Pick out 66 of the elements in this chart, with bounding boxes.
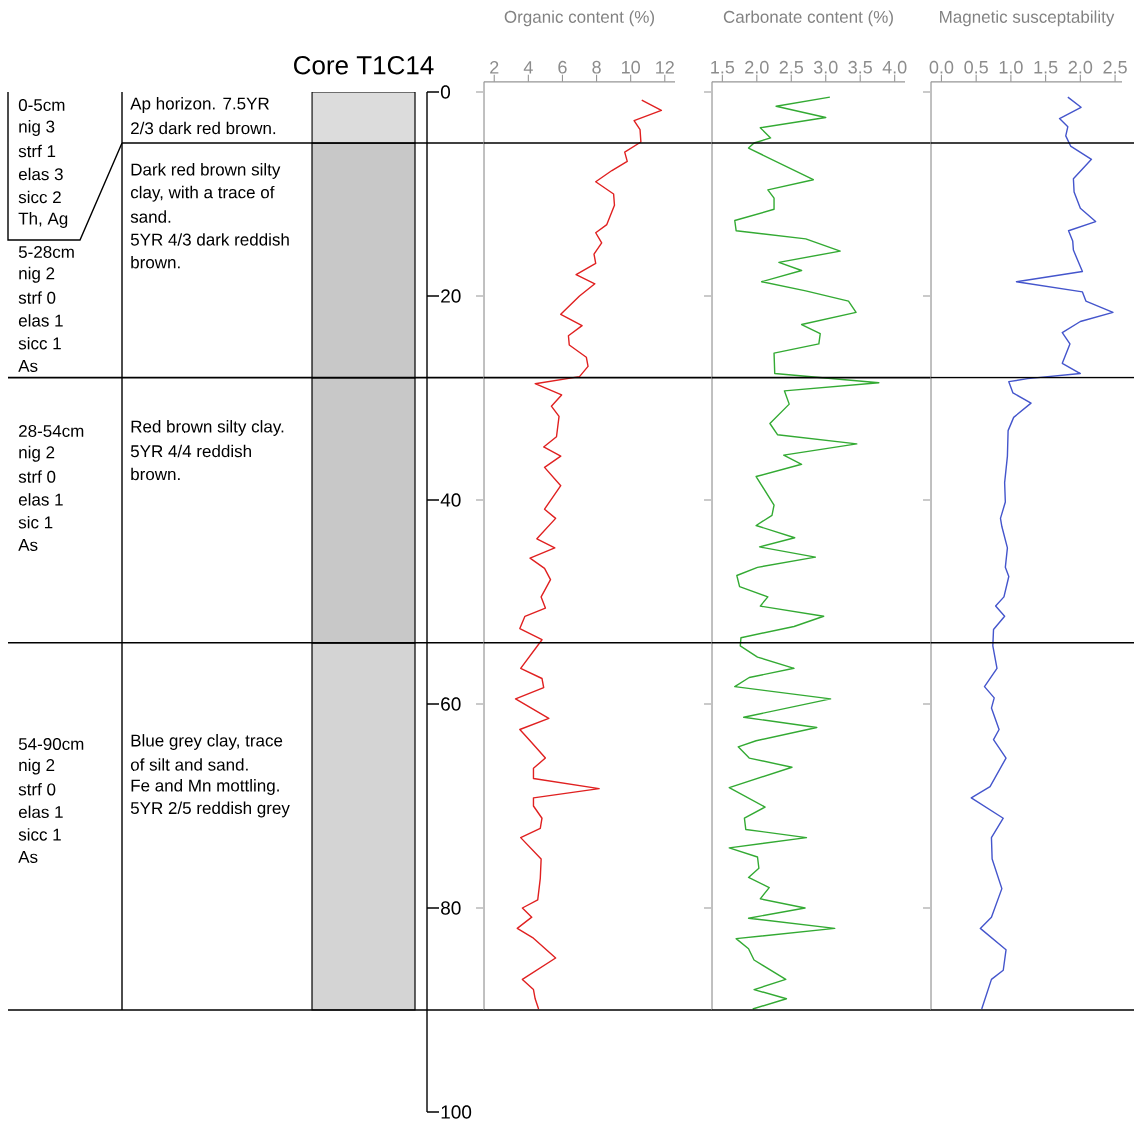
- text: of silt and sand.: [130, 758, 248, 771]
- text: 5YR 4/4 reddish: [130, 444, 251, 458]
- text: sicc 1: [18, 828, 61, 841]
- x-tick-label: 2: [490, 61, 499, 74]
- text: Blue grey clay, trace: [131, 734, 283, 750]
- text: As: [18, 360, 38, 372]
- text: elas 1: [18, 805, 63, 819]
- x-tick-label: 2.0: [745, 60, 769, 74]
- x-tick-label: 3.0: [813, 60, 838, 74]
- x-tick-label: 1.5: [711, 61, 735, 74]
- text: nig 2: [19, 266, 55, 283]
- text: 0-5cm: [18, 98, 65, 112]
- chart-title: Carbonate content (%): [723, 10, 893, 27]
- text: strf 0: [18, 782, 56, 796]
- x-tick-label: 10: [622, 60, 640, 74]
- text: sicc 2: [18, 190, 61, 204]
- text: brown.: [131, 255, 180, 269]
- text: 5YR 4/3 dark reddish: [130, 233, 289, 246]
- text: Ap horizon. 7.5YR: [130, 97, 269, 113]
- text: sicc 1: [18, 336, 61, 350]
- x-tick-label: 0.5: [964, 60, 988, 74]
- text: clay, with a trace of: [130, 185, 275, 202]
- text: elas 1: [18, 314, 63, 327]
- text: Fe and Mn mottling.: [131, 779, 279, 795]
- y-tick-label: 0: [440, 85, 451, 99]
- y-tick-label: 60: [441, 697, 461, 711]
- x-tick-label: 4.0: [882, 60, 907, 74]
- y-tick-label: 80: [441, 901, 461, 915]
- x-tick-label: 0.0: [929, 60, 954, 74]
- chart-title: Organic content (%): [504, 10, 655, 27]
- x-tick-label: 2.0: [1068, 60, 1093, 74]
- text: 54-90cm: [18, 737, 84, 751]
- text: 28-54cm: [19, 424, 84, 438]
- x-tick-label: 8: [592, 60, 601, 74]
- text: Th, Ag: [18, 212, 68, 228]
- text: 5-28cm: [18, 245, 74, 259]
- text: As: [18, 851, 38, 863]
- text: nig 2: [19, 445, 55, 462]
- y-tick-label: 20: [441, 289, 461, 303]
- x-tick-label: 12: [656, 61, 674, 74]
- text: elas 1: [18, 493, 63, 506]
- text: sand.: [130, 210, 171, 223]
- x-tick-label: 3.5: [848, 60, 872, 74]
- x-tick-label: 1.5: [1034, 61, 1058, 74]
- text: strf 1: [18, 144, 56, 158]
- text: brown.: [131, 467, 180, 481]
- text: Dark red brown silty: [131, 163, 281, 179]
- text: Red brown silty clay.: [131, 420, 284, 436]
- text: As: [18, 539, 38, 551]
- text: strf 0: [18, 291, 56, 304]
- text: 5YR 2/5 reddish grey: [130, 801, 290, 818]
- text: strf 0: [18, 470, 56, 483]
- x-tick-label: 2.5: [1103, 60, 1127, 74]
- chart-title: Core T1C14: [294, 56, 434, 75]
- text: sic 1: [18, 515, 53, 529]
- y-tick-label: 40: [440, 493, 461, 507]
- text: nig 2: [19, 758, 55, 775]
- x-tick-label: 2.5: [779, 60, 804, 74]
- x-tick-label: 1.0: [999, 60, 1023, 74]
- x-tick-label: 4: [523, 61, 533, 74]
- chart-title: Magnetic susceptability: [940, 10, 1115, 27]
- x-tick-label: 6: [558, 60, 567, 74]
- y-tick-label: 100: [441, 1105, 472, 1119]
- text: elas 3: [18, 167, 63, 181]
- text: 2/3 dark red brown.: [131, 121, 276, 135]
- text: nig 3: [19, 120, 55, 136]
